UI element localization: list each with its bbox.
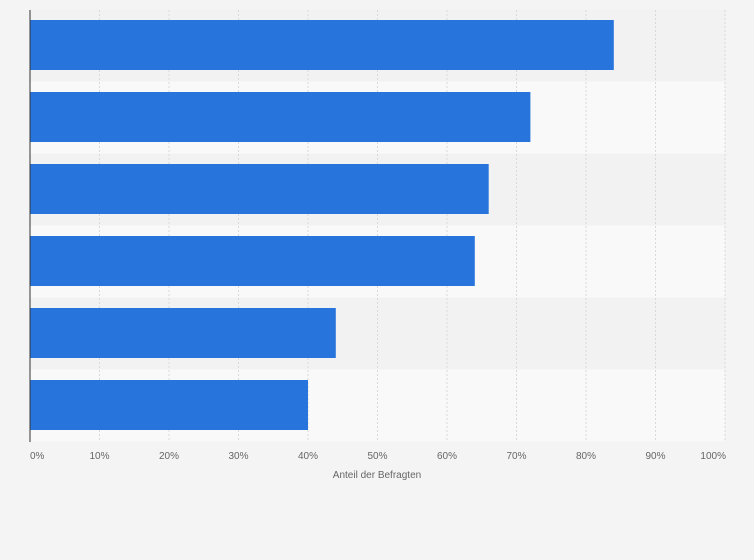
bar[interactable]: [30, 308, 336, 358]
x-tick-label: 70%: [506, 451, 526, 462]
bar[interactable]: [30, 20, 614, 70]
x-tick-labels: 0% 10% 20% 30% 40% 50% 60% 70% 80% 90% 100%: [30, 451, 726, 462]
x-axis-title: Anteil der Befragten: [333, 470, 421, 481]
x-tick-label: 0%: [30, 451, 45, 462]
bars: [30, 20, 614, 430]
bar[interactable]: [30, 164, 489, 214]
bar[interactable]: [30, 380, 308, 430]
grid-lines: [99, 10, 726, 442]
x-tick-label: 80%: [576, 451, 596, 462]
bar[interactable]: [30, 92, 531, 142]
x-tick-label: 30%: [228, 451, 248, 462]
x-tick-label: 60%: [437, 451, 457, 462]
x-tick-label: 10%: [89, 451, 109, 462]
x-tick-label: 90%: [645, 451, 665, 462]
x-tick-label: 40%: [298, 451, 318, 462]
x-tick-label: 20%: [159, 451, 179, 462]
x-tick-label: 100%: [700, 451, 726, 462]
x-tick-label: 50%: [367, 451, 387, 462]
bar[interactable]: [30, 236, 475, 286]
